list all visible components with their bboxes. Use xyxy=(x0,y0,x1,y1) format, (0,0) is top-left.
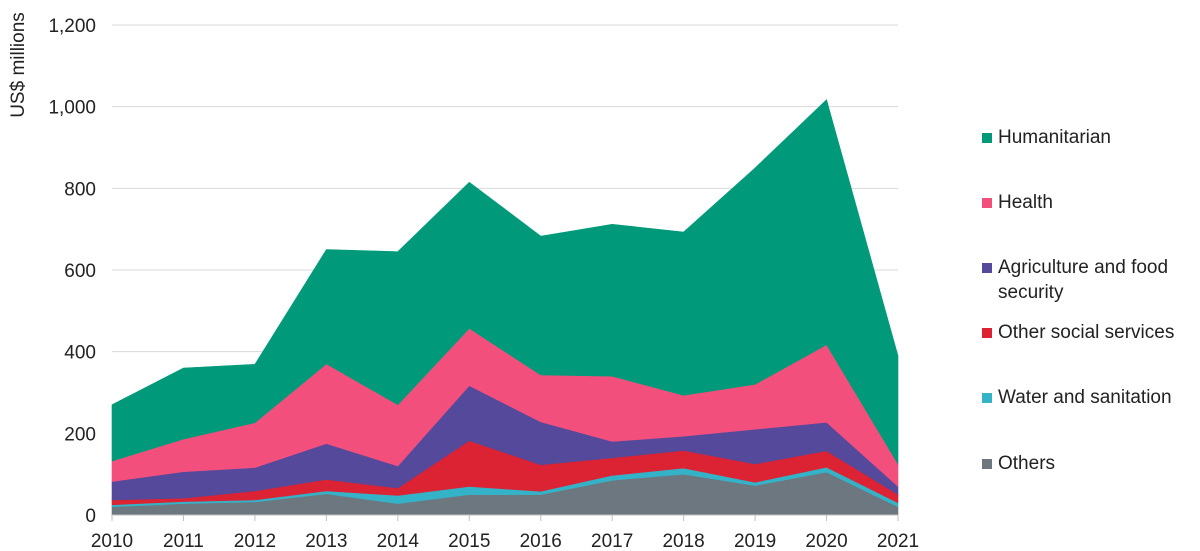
x-tick-label: 2014 xyxy=(377,531,420,551)
legend-swatch-agriculture xyxy=(982,263,992,273)
legend-swatch-water-sanitation xyxy=(982,393,992,403)
legend-label: Other social services xyxy=(998,322,1175,343)
legend-swatch-health xyxy=(982,198,992,208)
legend-label: Humanitarian xyxy=(998,127,1111,148)
y-tick-label: 0 xyxy=(85,506,96,527)
x-tick-label: 2020 xyxy=(805,531,847,551)
legend-swatch-humanitarian xyxy=(982,133,992,143)
y-axis-title: US$ millions xyxy=(8,12,29,118)
x-tick-label: 2010 xyxy=(91,531,133,551)
y-tick-label: 600 xyxy=(64,261,96,282)
x-tick-label: 2019 xyxy=(734,531,776,551)
legend-item-others: Others xyxy=(982,451,1198,476)
legend-label: Health xyxy=(998,192,1053,213)
y-tick-label: 1,200 xyxy=(48,16,96,37)
axes: 0 200 400 600 800 1,000 1,200 2010 2011 2012 2013 2… xyxy=(48,16,919,551)
legend-label: Water and sanitation xyxy=(998,387,1172,408)
x-tick-label: 2012 xyxy=(234,531,276,551)
legend-item-health: Health xyxy=(982,190,1198,215)
x-tick-label: 2017 xyxy=(591,531,633,551)
x-tick-label: 2018 xyxy=(662,531,704,551)
x-tick-label: 2013 xyxy=(305,531,347,551)
legend-item-water-sanitation: Water and sanitation xyxy=(982,385,1198,410)
legend-item-agriculture: Agriculture and food security xyxy=(982,255,1198,305)
legend-label: Agriculture and food security xyxy=(998,257,1169,303)
legend-swatch-other-social-services xyxy=(982,328,992,338)
area-humanitarian xyxy=(111,99,899,466)
y-tick-label: 400 xyxy=(64,343,96,364)
x-tick-label: 2016 xyxy=(520,531,562,551)
legend-item-other-social-services: Other social services xyxy=(982,320,1198,345)
area-series xyxy=(111,99,899,516)
x-tick-label: 2011 xyxy=(163,531,204,551)
y-tick-label: 1,000 xyxy=(48,98,96,119)
y-tick-label: 200 xyxy=(64,424,96,445)
x-tick-label: 2015 xyxy=(448,531,490,551)
legend-item-humanitarian: Humanitarian xyxy=(982,125,1198,150)
x-tick-label: 2021 xyxy=(877,531,919,551)
legend-swatch-others xyxy=(982,459,992,469)
legend-label: Others xyxy=(998,453,1056,474)
y-tick-label: 800 xyxy=(64,179,96,200)
